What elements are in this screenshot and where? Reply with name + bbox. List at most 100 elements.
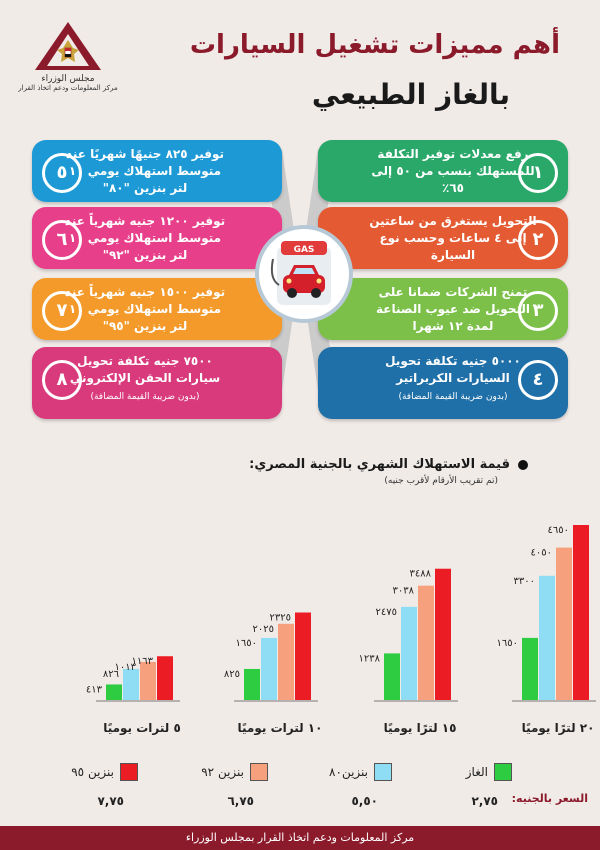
- feature-text-main: التحويل يستغرق من ساعتين إلى ٤ ساعات وحس…: [369, 214, 537, 262]
- bullet-icon: [518, 460, 528, 470]
- category-label: ١٥ لترًا يوميًا: [384, 721, 457, 736]
- price-label: السعر بالجنيه:: [511, 792, 588, 805]
- feature-card-3: ٣ تمنح الشركات ضمانا على التحويل ضد عيوب …: [318, 278, 568, 340]
- feature-number-badge: ٣: [518, 291, 558, 331]
- page-title: أهم مميزات تشغيل السيارات: [189, 30, 560, 60]
- price-value: ٢,٧٥: [471, 794, 498, 808]
- price-value: ٥,٥٠: [351, 794, 378, 808]
- legend-swatch: [250, 763, 268, 781]
- logo-line1: مجلس الوزراء: [41, 74, 95, 84]
- bar-3-2: [278, 623, 294, 700]
- feature-text: توفير ١٥٠٠ جنيه شهرياً عند متوسط استهلاك…: [60, 284, 230, 335]
- bar-value-label: ٢٤٧٥: [376, 607, 397, 618]
- legend-item-3: بنزين ٩٢: [201, 763, 268, 781]
- chart-subheading: (تم تقريب الأرقام لأقرب جنيه): [384, 476, 498, 486]
- bar-2-4: [539, 575, 555, 700]
- legend-item-1: الغاز: [466, 763, 512, 781]
- feature-text-main: توفير ٨٢٥ جنيهًا شهريًا عند متوسط استهلا…: [65, 147, 225, 195]
- legend-label: الغاز: [465, 765, 488, 779]
- price-value: ٦,٧٥: [227, 794, 254, 808]
- bar-value-label: ٣٠٣٨: [393, 586, 415, 597]
- eagle-emblem-icon: [35, 22, 101, 70]
- bar-2-3: [401, 606, 417, 700]
- bar-value-label: ١٦٥٠: [497, 638, 518, 649]
- legend-swatch: [374, 763, 392, 781]
- bar-4-4: [573, 525, 589, 700]
- feature-number-badge: ١: [518, 153, 558, 193]
- feature-card-6: ٦ توفير ١٢٠٠ جنيه شهرياً عند متوسط استهلا…: [32, 207, 282, 269]
- price-value: ٧,٧٥: [97, 794, 124, 808]
- legend-label: بنزين ٩٥: [71, 765, 114, 779]
- cabinet-logo: مجلس الوزراء مركز المعلومات ودعم اتخاذ ا…: [18, 20, 118, 100]
- bar-value-label: ٤١٣: [86, 684, 103, 695]
- feature-note: (بدون ضريبة القيمة المضافة): [90, 392, 200, 402]
- feature-text: ٥٠٠٠ جنيه تكلفة تحويل السيارات الكربراتي…: [368, 353, 538, 406]
- bar-2-2: [261, 637, 277, 700]
- gas-car-hub: GAS: [255, 225, 353, 323]
- legend-item-4: بنزين ٩٥: [71, 763, 138, 781]
- legend-label: بنزين٨٠: [329, 765, 368, 779]
- bar-value-label: ٨٢٥: [224, 669, 240, 680]
- feature-number-badge: ٨: [42, 360, 82, 400]
- feature-card-8: ٨ ٧٥٠٠ جنيه تكلفة تحويل سيارات الحقن الإل…: [32, 347, 282, 419]
- bar-value-label: ١٢٣٨: [359, 653, 381, 664]
- legend-label: بنزين ٩٢: [201, 765, 244, 779]
- logo-line2: مركز المعلومات ودعم اتخاذ القرار: [18, 84, 118, 92]
- feature-text: توفير ٨٢٥ جنيهًا شهريًا عند متوسط استهلا…: [60, 146, 230, 197]
- legend-item-2: بنزين٨٠: [329, 763, 392, 781]
- bar-3-1: [140, 661, 156, 700]
- category-label: ٢٠ لترًا يوميًا: [522, 721, 595, 736]
- car-gas-pump-icon: GAS: [270, 241, 331, 305]
- feature-card-4: ٤ ٥٠٠٠ جنيه تكلفة تحويل السيارات الكربرات…: [318, 347, 568, 419]
- connector-fans: [262, 150, 338, 390]
- legend-swatch: [494, 763, 512, 781]
- feature-card-2: ٢ التحويل يستغرق من ساعتين إلى ٤ ساعات وح…: [318, 207, 568, 269]
- feature-text-main: تمنح الشركات ضمانا على التحويل ضد عيوب ا…: [376, 285, 530, 333]
- bar-value-label: ٣٣٠٠: [514, 576, 535, 587]
- feature-text-main: ٧٥٠٠ جنيه تكلفة تحويل سيارات الحقن الإلك…: [69, 354, 221, 385]
- bar-value-label: ٣٤٨٨: [410, 569, 432, 580]
- bar-value-label: ٢٠٢٥: [253, 624, 274, 635]
- feature-text-main: ٥٠٠٠ جنيه تكلفة تحويل السيارات الكربراتي…: [385, 354, 521, 385]
- bar-1-4: [522, 637, 538, 700]
- bar-1-1: [106, 684, 122, 700]
- feature-text: التحويل يستغرق من ساعتين إلى ٤ ساعات وحس…: [368, 213, 538, 264]
- feature-text: تمنح الشركات ضمانا على التحويل ضد عيوب ا…: [368, 284, 538, 335]
- bar-value-label: ١١٦٣: [132, 656, 154, 667]
- feature-note: (بدون ضريبة القيمة المضافة): [398, 392, 508, 402]
- bar-4-2: [295, 612, 311, 700]
- feature-number-badge: ٦: [42, 220, 82, 260]
- feature-number-badge: ٤: [518, 360, 558, 400]
- bar-value-label: ٤٠٥٠: [531, 548, 552, 559]
- bar-value-label: ٨٢٦: [103, 669, 119, 680]
- bar-2-1: [123, 668, 139, 700]
- feature-card-7: ٧ توفير ١٥٠٠ جنيه شهرياً عند متوسط استهلا…: [32, 278, 282, 340]
- bar-4-3: [435, 568, 451, 700]
- feature-text: ٧٥٠٠ جنيه تكلفة تحويل سيارات الحقن الإلك…: [60, 353, 230, 406]
- gas-label: GAS: [294, 245, 315, 255]
- feature-number-badge: ٧: [42, 291, 82, 331]
- category-label: ٥ لترات يوميًا: [103, 721, 181, 736]
- category-label: ١٠ لترات يوميًا: [238, 721, 323, 736]
- feature-text: رفع معدلات توفير التكلفة للمستهلك بنسب م…: [368, 146, 538, 197]
- bar-value-label: ٢٣٢٥: [270, 613, 291, 624]
- footer-bar: مركز المعلومات ودعم اتخاذ القرار بمجلس ا…: [0, 826, 600, 850]
- feature-text-main: توفير ١٢٠٠ جنيه شهرياً عند متوسط استهلاك…: [64, 214, 226, 262]
- feature-number-badge: ٢: [518, 220, 558, 260]
- bar-4-1: [157, 656, 173, 700]
- bar-value-label: ١٦٥٠: [236, 638, 257, 649]
- bar-value-label: ١٠١٣: [115, 662, 137, 673]
- feature-text-main: رفع معدلات توفير التكلفة للمستهلك بنسب م…: [371, 147, 535, 195]
- legend-swatch: [120, 763, 138, 781]
- bar-1-2: [244, 668, 260, 700]
- bar-1-3: [384, 653, 400, 700]
- bar-value-label: ٤٦٥٠: [548, 525, 569, 536]
- feature-card-5: ٥ توفير ٨٢٥ جنيهًا شهريًا عند متوسط استهل…: [32, 140, 282, 202]
- bar-3-3: [418, 585, 434, 700]
- feature-text: توفير ١٢٠٠ جنيه شهرياً عند متوسط استهلاك…: [60, 213, 230, 264]
- page-subtitle: بالغاز الطبيعي: [311, 78, 510, 111]
- feature-card-1: ١ رفع معدلات توفير التكلفة للمستهلك بنسب …: [318, 140, 568, 202]
- feature-text-main: توفير ١٥٠٠ جنيه شهرياً عند متوسط استهلاك…: [64, 285, 226, 333]
- feature-number-badge: ٥: [42, 153, 82, 193]
